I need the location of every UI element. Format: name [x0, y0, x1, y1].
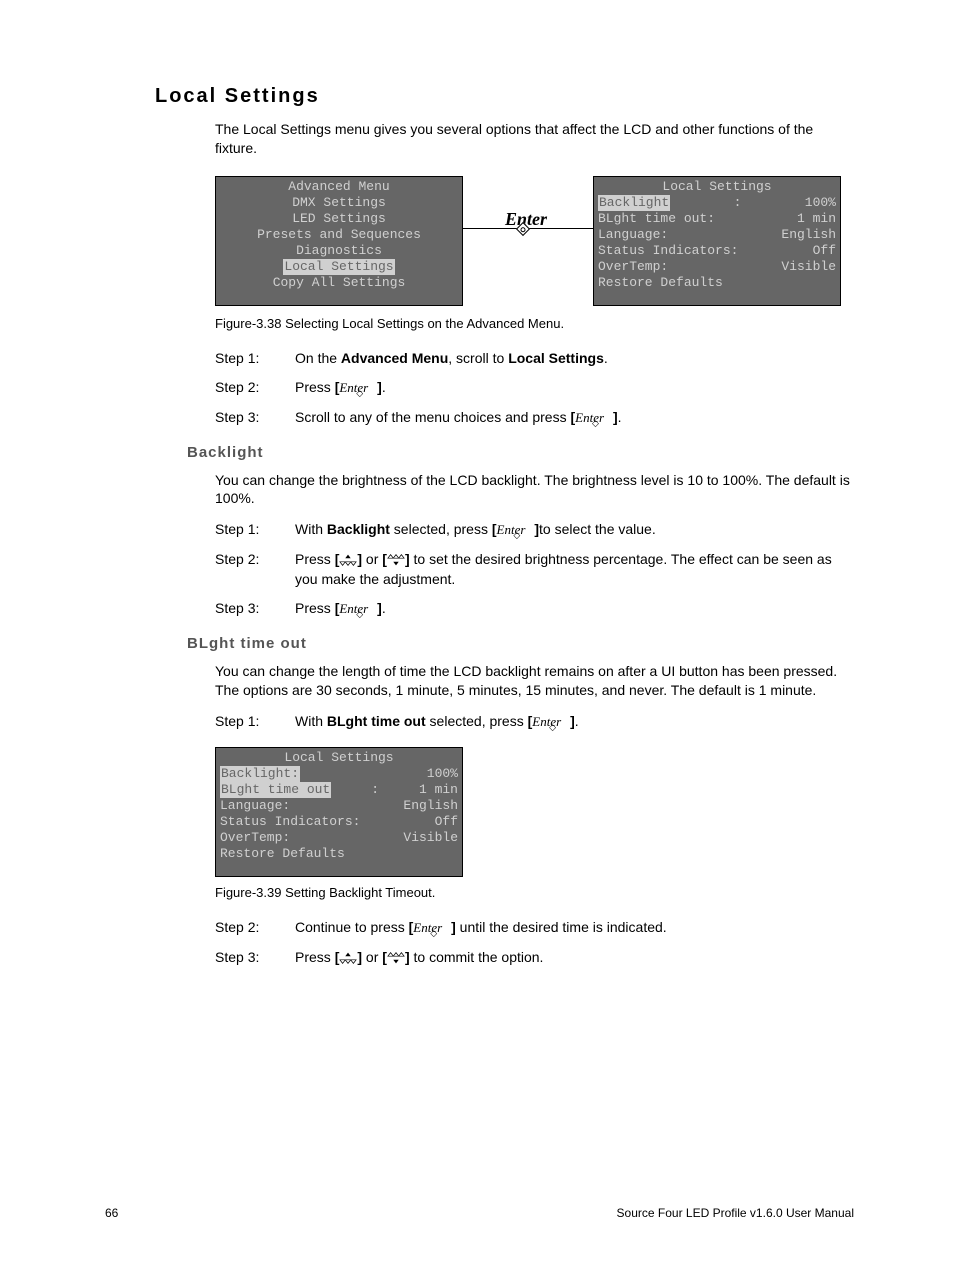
- step-label: Step 1:: [215, 712, 295, 732]
- step-content: Press [Enter].: [295, 599, 854, 619]
- step-row: Step 1:On the Advanced Menu, scroll to L…: [215, 349, 854, 369]
- step-row: Step 3:Scroll to any of the menu choices…: [215, 408, 854, 428]
- step-label: Step 1:: [215, 520, 295, 540]
- step-label: Step 1:: [215, 349, 295, 369]
- up-icon: [339, 951, 357, 965]
- doc-title: Source Four LED Profile v1.6.0 User Manu…: [617, 1206, 854, 1220]
- page-footer: 66 Source Four LED Profile v1.6.0 User M…: [105, 1206, 854, 1220]
- lcd-row: OverTemp:Visible: [594, 259, 840, 275]
- step-label: Step 3:: [215, 948, 295, 968]
- steps-blght-1: Step 1:With BLght time out selected, pre…: [215, 712, 854, 732]
- step-row: Step 3:Press [] or [] to commit the opti…: [215, 948, 854, 968]
- enter-icon: Enter: [339, 379, 377, 397]
- lcd-item: Presets and Sequences: [216, 227, 462, 243]
- step-row: Step 3:Press [Enter].: [215, 599, 854, 619]
- step-row: Step 1:With BLght time out selected, pre…: [215, 712, 854, 732]
- steps-backlight: Step 1:With Backlight selected, press [E…: [215, 520, 854, 618]
- lcd-row: Backlight:100%: [216, 766, 462, 782]
- blght-intro: You can change the length of time the LC…: [215, 662, 854, 700]
- figure-2-caption: Figure-3.39 Setting Backlight Timeout.: [215, 885, 854, 900]
- blght-heading: BLght time out: [187, 635, 854, 652]
- lcd-row: Restore Defaults: [594, 275, 840, 291]
- step-content: On the Advanced Menu, scroll to Local Se…: [295, 349, 854, 369]
- lcd-row: Status Indicators:Off: [216, 814, 462, 830]
- section-title: Local Settings: [155, 85, 854, 108]
- figure-1-caption: Figure-3.38 Selecting Local Settings on …: [215, 316, 854, 331]
- step-content: Press [] or [] to set the desired bright…: [295, 550, 854, 589]
- step-row: Step 1:With Backlight selected, press [E…: [215, 520, 854, 540]
- lcd-item: Copy All Settings: [216, 275, 462, 291]
- lcd-advanced-menu: Advanced MenuDMX SettingsLED SettingsPre…: [215, 176, 463, 306]
- lcd-item: Diagnostics: [216, 243, 462, 259]
- lcd-row: Language:English: [216, 798, 462, 814]
- step-content: Scroll to any of the menu choices and pr…: [295, 408, 854, 428]
- steps-blght-2: Step 2:Continue to press [Enter] until t…: [215, 918, 854, 967]
- lcd-row: OverTemp:Visible: [216, 830, 462, 846]
- page-number: 66: [105, 1206, 118, 1220]
- enter-icon: Enter: [575, 409, 613, 427]
- lcd-item: Local Settings: [216, 259, 462, 275]
- step-row: Step 2:Press [Enter].: [215, 378, 854, 398]
- step-label: Step 2:: [215, 550, 295, 589]
- step-content: Continue to press [Enter] until the desi…: [295, 918, 854, 938]
- step-content: With Backlight selected, press [Enter]to…: [295, 520, 854, 540]
- step-content: With BLght time out selected, press [Ent…: [295, 712, 854, 732]
- lcd-row: BLght time out:1 min: [594, 211, 840, 227]
- figure-1-row: Advanced MenuDMX SettingsLED SettingsPre…: [215, 176, 854, 306]
- down-icon: [387, 553, 405, 567]
- lcd-item: LED Settings: [216, 211, 462, 227]
- lcd-blght-timeout: Local SettingsBacklight:100%BLght time o…: [215, 747, 463, 877]
- steps-main: Step 1:On the Advanced Menu, scroll to L…: [215, 349, 854, 428]
- step-content: Press [Enter].: [295, 378, 854, 398]
- intro-text: The Local Settings menu gives you severa…: [215, 120, 854, 158]
- lcd-local-settings: Local SettingsBacklight:100%BLght time o…: [593, 176, 841, 306]
- step-label: Step 3:: [215, 599, 295, 619]
- lcd-row: Backlight:100%: [594, 195, 840, 211]
- step-label: Step 2:: [215, 918, 295, 938]
- step-label: Step 3:: [215, 408, 295, 428]
- lcd-row: Status Indicators:Off: [594, 243, 840, 259]
- step-row: Step 2:Continue to press [Enter] until t…: [215, 918, 854, 938]
- step-content: Press [] or [] to commit the option.: [295, 948, 854, 968]
- enter-icon: Enter: [497, 521, 535, 539]
- lcd-item: DMX Settings: [216, 195, 462, 211]
- backlight-intro: You can change the brightness of the LCD…: [215, 471, 854, 509]
- step-row: Step 2:Press [] or [] to set the desired…: [215, 550, 854, 589]
- lcd-title: Advanced Menu: [216, 177, 462, 195]
- backlight-heading: Backlight: [187, 444, 854, 461]
- enter-icon: Enter: [532, 713, 570, 731]
- lcd-title: Local Settings: [216, 748, 462, 766]
- lcd-row: Restore Defaults: [216, 846, 462, 862]
- lcd-row: BLght time out:1 min: [216, 782, 462, 798]
- lcd-title: Local Settings: [594, 177, 840, 195]
- enter-icon: Enter: [339, 600, 377, 618]
- step-label: Step 2:: [215, 378, 295, 398]
- lcd-row: Language:English: [594, 227, 840, 243]
- up-icon: [339, 553, 357, 567]
- down-icon: [387, 951, 405, 965]
- enter-icon: Enter: [413, 919, 451, 937]
- enter-connector: Enter: [463, 176, 593, 256]
